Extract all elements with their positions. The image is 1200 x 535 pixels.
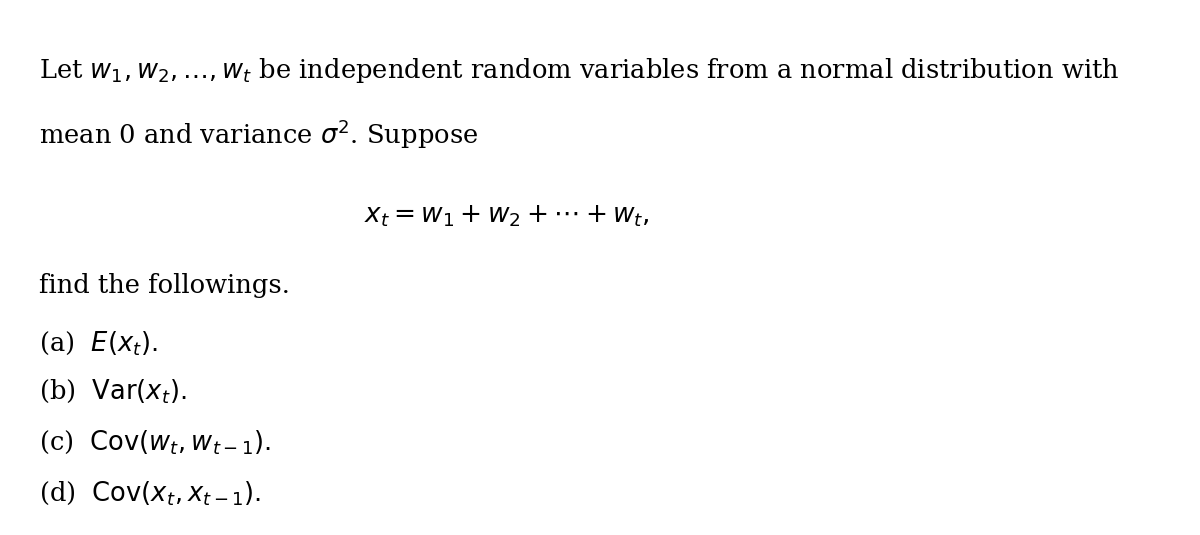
- Text: $x_t = w_1 + w_2 + \cdots + w_t,$: $x_t = w_1 + w_2 + \cdots + w_t,$: [364, 203, 650, 229]
- Text: (b)  $\mathrm{Var}(x_t).$: (b) $\mathrm{Var}(x_t).$: [38, 377, 186, 405]
- Text: (c)  $\mathrm{Cov}(w_t, w_{t-1}).$: (c) $\mathrm{Cov}(w_t, w_{t-1}).$: [38, 428, 270, 456]
- Text: Let $w_1, w_2, \ldots, w_t$ be independent random variables from a normal distri: Let $w_1, w_2, \ldots, w_t$ be independe…: [38, 56, 1120, 85]
- Text: find the followings.: find the followings.: [38, 273, 289, 298]
- Text: (d)  $\mathrm{Cov}(x_t, x_{t-1}).$: (d) $\mathrm{Cov}(x_t, x_{t-1}).$: [38, 479, 260, 507]
- Text: (a)  $E(x_t).$: (a) $E(x_t).$: [38, 329, 157, 357]
- Text: mean 0 and variance $\sigma^2$. Suppose: mean 0 and variance $\sigma^2$. Suppose: [38, 118, 478, 151]
